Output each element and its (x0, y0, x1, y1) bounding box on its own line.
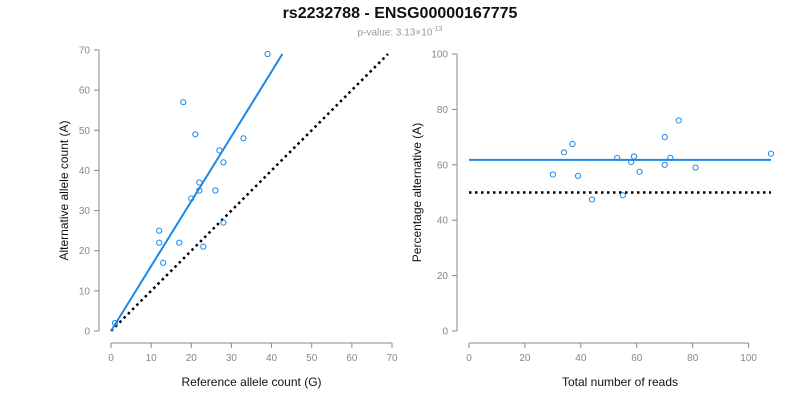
panel1-y-tick-label: 70 (79, 46, 91, 57)
panel2-data-point (549, 171, 556, 178)
panel2-y-tick-label: 100 (431, 50, 448, 61)
panel1-data-point (216, 147, 223, 154)
panel1-data-point (156, 239, 163, 246)
panel2-y-tick-label: 0 (442, 327, 448, 338)
panel1-data-point (200, 243, 207, 250)
chart-header: rs2232788 - ENSG00000167775 p-value: 3.1… (0, 4, 800, 39)
panel1-data-point (220, 159, 227, 166)
panel1-y-tick-label: 40 (79, 166, 91, 177)
panel1-data-point (264, 50, 271, 58)
panel1-fit-line (110, 53, 284, 332)
panel1-x-tick-label: 50 (306, 353, 318, 364)
panel1-y-tick-label: 0 (84, 327, 90, 338)
panel1-data-point (111, 319, 119, 327)
panel1-x-tick-label: 70 (386, 353, 398, 364)
panel1-data-point (192, 131, 199, 138)
panel1-x-tick-label: 0 (108, 353, 114, 364)
panel2-data-point (560, 149, 568, 156)
panel2-data-point (630, 153, 638, 160)
panel1-y-tick-label: 50 (79, 126, 91, 137)
panel1-y-tick-label: 20 (79, 246, 91, 257)
panel1-x-axis-label: Reference allele count (G) (181, 375, 321, 389)
p-value-exponent: -13 (432, 26, 443, 33)
panel2-data-point (692, 164, 699, 171)
panel1-x-tick-label: 30 (226, 353, 238, 364)
panel1-data-point (196, 187, 203, 194)
panel2-y-tick-label: 80 (437, 105, 449, 116)
panel2-x-tick-label: 40 (575, 353, 587, 364)
panel1-x-tick-label: 10 (146, 353, 158, 364)
panel1-y-tick-label: 10 (79, 286, 91, 297)
panel1-x-tick-label: 20 (186, 353, 198, 364)
panel1-data-point (212, 187, 219, 194)
panel1-x-tick-label: 60 (346, 353, 358, 364)
panel2-data-point (619, 192, 626, 199)
panel1-y-tick-label: 30 (79, 206, 91, 217)
panel2-data-point (661, 161, 668, 168)
panel1-data-point (156, 227, 163, 234)
panel2-data-point (569, 140, 576, 148)
panel2-data-point (614, 154, 621, 161)
panel1-y-tick-label: 60 (79, 86, 91, 97)
panel2-y-tick-label: 60 (437, 160, 449, 171)
panel2-x-axis-label: Total number of reads (562, 375, 678, 389)
panel1-data-point (188, 195, 195, 202)
chart-title: rs2232788 - ENSG00000167775 (282, 5, 518, 22)
panel1-reference-line (110, 53, 389, 332)
panel2-data-point (636, 168, 643, 175)
chart-subtitle: p-value: 3.13×10-13 (0, 24, 800, 39)
panel1-data-point (180, 99, 187, 106)
panel1-x-tick-label: 40 (266, 353, 278, 364)
panel2-x-tick-label: 20 (519, 353, 531, 364)
p-value-text: p-value: 3.13×10 (357, 27, 433, 39)
panel2-data-point (628, 158, 635, 166)
panel2-data-point (661, 134, 668, 141)
panel2-data-point (767, 150, 775, 157)
panel2-data-point (574, 172, 582, 179)
panel1-data-point (220, 219, 227, 226)
panel2-x-tick-label: 80 (687, 353, 699, 364)
panel2-x-tick-label: 60 (631, 353, 643, 364)
panel1-data-point (176, 239, 183, 246)
panel2-y-tick-label: 40 (437, 216, 449, 227)
panel2-x-tick-label: 100 (740, 353, 757, 364)
panel2-y-tick-label: 20 (437, 271, 449, 282)
panel2-data-point (667, 154, 674, 161)
panel1-data-point (160, 259, 167, 266)
panel1-y-axis-label: Alternative allele count (A) (57, 120, 71, 260)
panel2-x-tick-label: 0 (466, 353, 472, 364)
panel1-data-point (196, 179, 203, 186)
panel2-data-point (588, 196, 596, 203)
panel2-data-point (675, 117, 682, 124)
panel1-data-point (240, 135, 247, 142)
panel2-y-axis-label: Percentage alternative (A) (410, 123, 424, 262)
